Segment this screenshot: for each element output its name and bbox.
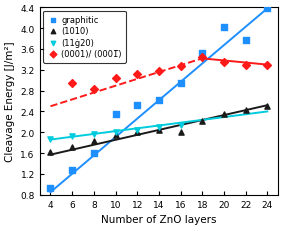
X-axis label: Number of ZnO layers: Number of ZnO layers <box>101 214 217 224</box>
graphitic <box>265 8 270 11</box>
(0001)/ (0001̅) <box>156 70 161 73</box>
(1010) <box>200 120 205 123</box>
(11ġ20) <box>178 124 183 127</box>
(1010) <box>113 134 118 137</box>
(1010) <box>135 131 140 134</box>
(1010) <box>222 113 226 116</box>
(11ġ20) <box>113 131 118 134</box>
(0001)/ (0001̅) <box>113 76 118 80</box>
graphitic <box>243 39 248 42</box>
(1010) <box>243 109 248 113</box>
graphitic <box>113 112 118 116</box>
graphitic <box>156 99 161 102</box>
graphitic <box>200 52 205 56</box>
(0001)/ (0001̅) <box>222 61 226 65</box>
(11ġ20) <box>156 126 161 129</box>
(1010) <box>265 105 270 109</box>
(0001)/ (0001̅) <box>92 88 96 92</box>
Y-axis label: Cleavage Energy [J/m²]: Cleavage Energy [J/m²] <box>5 41 15 162</box>
(1010) <box>178 131 183 134</box>
graphitic <box>135 104 140 108</box>
(0001)/ (0001̅) <box>200 56 205 59</box>
(0001)/ (0001̅) <box>265 63 270 67</box>
(1010) <box>156 128 161 132</box>
(11ġ20) <box>48 137 53 141</box>
Legend: graphitic, (1010), (11ġ20), (0001)/ (0001̅): graphitic, (1010), (11ġ20), (0001)/ (000… <box>43 12 126 63</box>
(1010) <box>70 145 74 149</box>
(11ġ20) <box>92 133 96 136</box>
(1010) <box>92 139 96 143</box>
graphitic <box>222 26 226 30</box>
(11ġ20) <box>70 135 74 139</box>
(1010) <box>48 150 53 154</box>
graphitic <box>70 168 74 172</box>
(0001)/ (0001̅) <box>135 73 140 76</box>
(0001)/ (0001̅) <box>243 63 248 67</box>
(11ġ20) <box>135 128 140 132</box>
graphitic <box>92 152 96 155</box>
(0001)/ (0001̅) <box>178 65 183 68</box>
graphitic <box>178 82 183 85</box>
(0001)/ (0001̅) <box>70 82 74 85</box>
graphitic <box>48 187 53 191</box>
